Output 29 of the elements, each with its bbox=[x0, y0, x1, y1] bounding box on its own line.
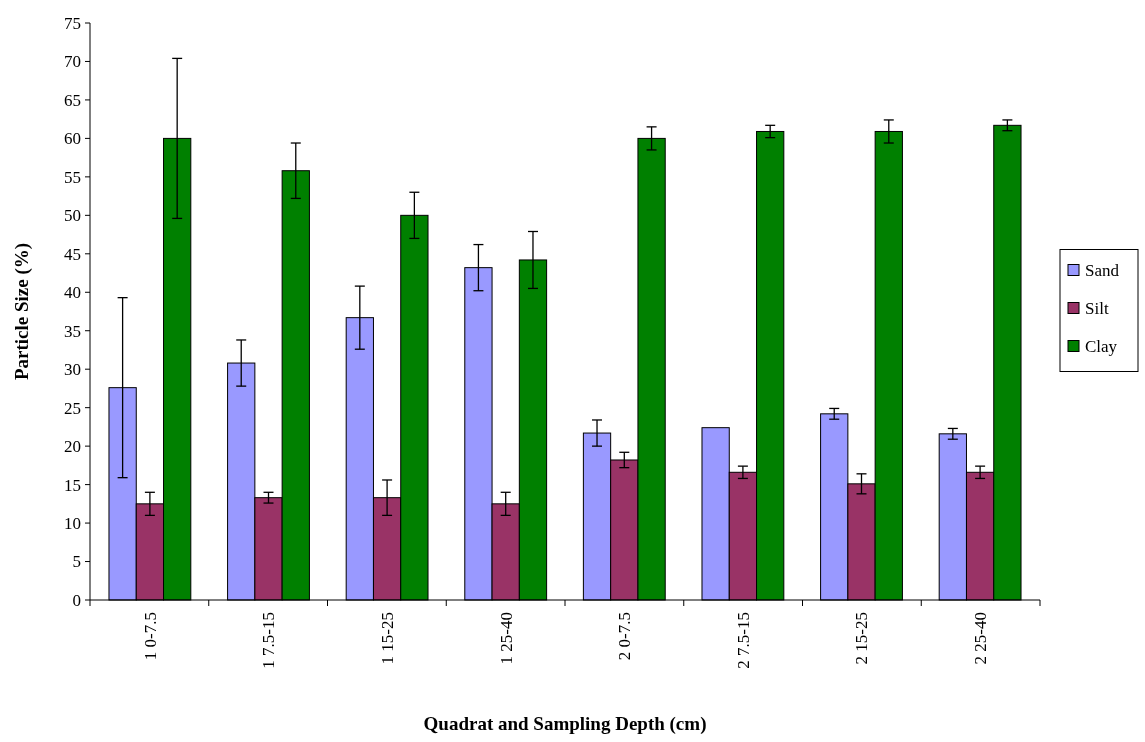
x-tick-label: 1 25-40 bbox=[496, 612, 516, 665]
x-tick-label: 2 0-7.5 bbox=[615, 612, 635, 661]
y-tick-label: 75 bbox=[64, 13, 81, 33]
y-tick-label: 45 bbox=[64, 244, 81, 264]
y-tick-label: 20 bbox=[64, 437, 81, 457]
y-tick-label: 60 bbox=[64, 129, 81, 149]
x-tick-label: 2 25-40 bbox=[971, 612, 991, 665]
y-tick-label: 0 bbox=[72, 590, 81, 610]
y-tick-label: 15 bbox=[64, 475, 81, 495]
x-tick-label: 1 0-7.5 bbox=[140, 612, 160, 661]
y-tick-label: 70 bbox=[64, 52, 81, 72]
legend-label: Silt bbox=[1085, 299, 1109, 319]
y-tick-label: 35 bbox=[64, 321, 81, 341]
y-tick-label: 40 bbox=[64, 283, 81, 303]
y-tick-label: 5 bbox=[72, 552, 81, 572]
y-axis-title: Particle Size (%) bbox=[11, 242, 33, 381]
x-tick-label: 2 15-25 bbox=[852, 612, 872, 665]
y-tick-label: 25 bbox=[64, 398, 81, 418]
y-tick-label: 10 bbox=[64, 514, 81, 534]
x-tick-label: 2 7.5-15 bbox=[733, 612, 753, 669]
x-axis-title: Quadrat and Sampling Depth (cm) bbox=[423, 713, 707, 735]
y-tick-label: 55 bbox=[64, 167, 81, 187]
legend-label: Sand bbox=[1085, 261, 1120, 281]
y-tick-label: 30 bbox=[64, 360, 81, 380]
y-tick-label: 65 bbox=[64, 90, 81, 110]
x-tick-label: 1 15-25 bbox=[378, 612, 398, 665]
x-tick-label: 1 7.5-15 bbox=[259, 612, 279, 669]
y-tick-label: 50 bbox=[64, 206, 81, 226]
legend-label: Clay bbox=[1085, 337, 1118, 357]
